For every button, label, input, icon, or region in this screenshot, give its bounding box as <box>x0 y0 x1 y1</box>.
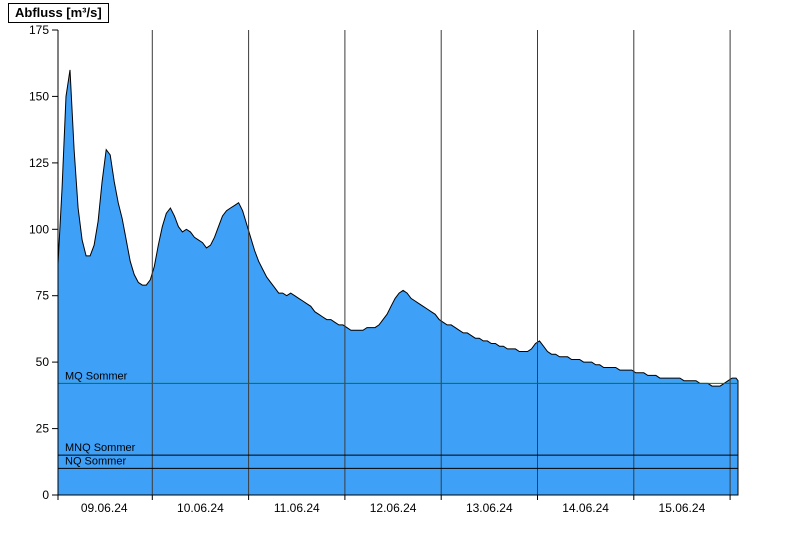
x-tick-label: 13.06.24 <box>466 501 513 515</box>
y-tick-label: 125 <box>29 156 49 170</box>
x-tick-label: 11.06.24 <box>274 501 320 515</box>
refline-label-mnq-sommer: MNQ Sommer <box>65 442 136 454</box>
discharge-area <box>57 69 739 496</box>
y-tick-label: 175 <box>29 23 49 37</box>
chart-title: Abfluss [m³/s] <box>8 3 109 23</box>
y-tick-label: 75 <box>36 289 50 303</box>
x-tick-label: 15.06.24 <box>659 501 706 515</box>
refline-label-mq-sommer: MQ Sommer <box>65 370 128 382</box>
x-tick-label: 14.06.24 <box>562 501 609 515</box>
y-tick-label: 150 <box>29 89 49 103</box>
x-tick-label: 10.06.24 <box>177 501 224 515</box>
y-tick-label: 0 <box>42 488 49 502</box>
x-tick-label: 12.06.24 <box>370 501 417 515</box>
y-tick-label: 100 <box>29 222 49 236</box>
y-tick-label: 25 <box>36 422 50 436</box>
refline-label-nq-sommer: NQ Sommer <box>65 455 126 467</box>
y-tick-label: 50 <box>36 355 50 369</box>
x-tick-label: 09.06.24 <box>81 501 128 515</box>
